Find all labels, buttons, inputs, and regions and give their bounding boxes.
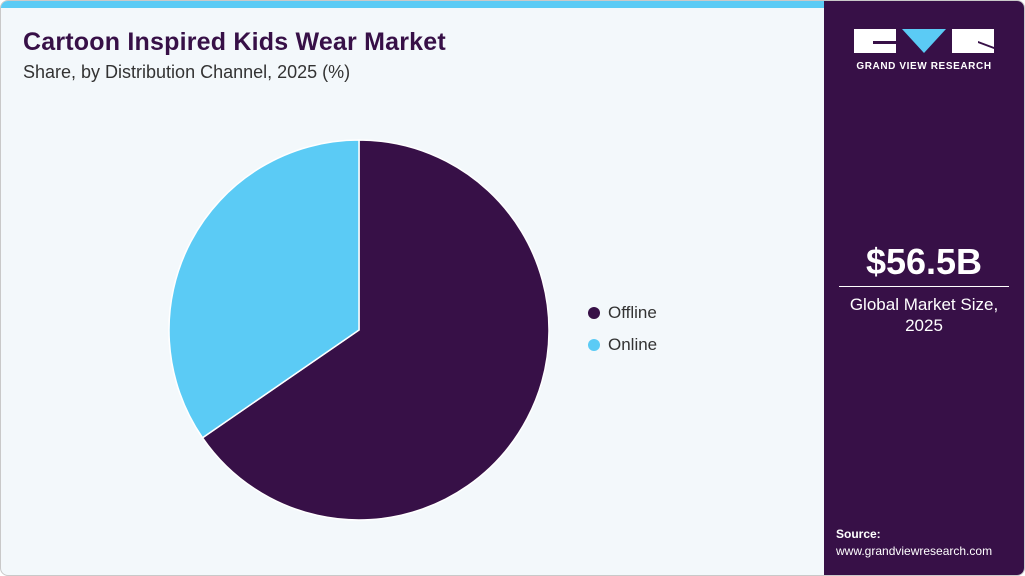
chart-subtitle: Share, by Distribution Channel, 2025 (%) bbox=[23, 62, 351, 82]
chart-title: Cartoon Inspired Kids Wear Market bbox=[23, 28, 446, 56]
legend-item-online: Online bbox=[588, 335, 657, 355]
accent-bar bbox=[1, 1, 824, 8]
legend-label-online: Online bbox=[608, 335, 658, 354]
source-label: Source: bbox=[836, 527, 881, 541]
legend-item-offline: Offline bbox=[588, 303, 657, 323]
pie-slice-online bbox=[168, 139, 360, 439]
pie-chart bbox=[168, 139, 550, 521]
gvr-logo-icon bbox=[854, 29, 994, 53]
source-url[interactable]: www.grandviewresearch.com bbox=[836, 544, 993, 558]
legend-swatch-offline bbox=[588, 307, 600, 319]
pie-slice-offline bbox=[201, 139, 550, 521]
market-label: Global Market Size, 2025 bbox=[824, 294, 1024, 336]
legend-swatch-online bbox=[588, 339, 600, 351]
sidebar: GRAND VIEW RESEARCH $56.5B Global Market… bbox=[824, 1, 1024, 575]
market-label-line1: Global Market Size, bbox=[849, 295, 999, 314]
brand-name: GRAND VIEW RESEARCH bbox=[856, 61, 992, 72]
legend-label-offline: Offline bbox=[608, 303, 657, 322]
market-label-line2: 2025 bbox=[905, 316, 943, 335]
divider bbox=[839, 286, 1009, 287]
market-value: $56.5B bbox=[865, 241, 983, 282]
